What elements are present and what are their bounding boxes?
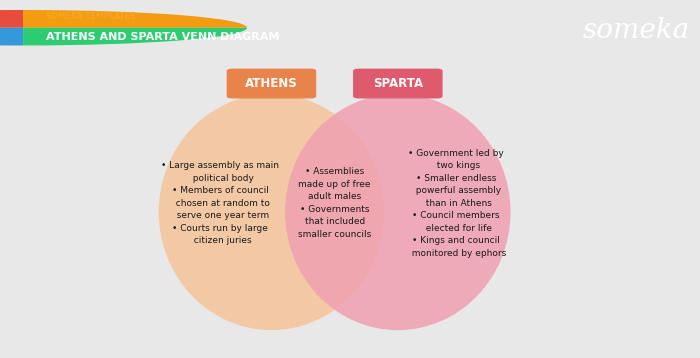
Wedge shape (23, 10, 247, 28)
Wedge shape (0, 10, 23, 28)
Wedge shape (23, 28, 247, 45)
Text: SPARTA: SPARTA (373, 77, 423, 90)
Ellipse shape (159, 94, 384, 330)
Text: • Government led by
  two kings
• Smaller endless
  powerful assembly
  than in : • Government led by two kings • Smaller … (406, 149, 506, 258)
Wedge shape (0, 28, 23, 45)
Text: ATHENS AND SPARTA VENN DIAGRAM: ATHENS AND SPARTA VENN DIAGRAM (46, 32, 279, 42)
FancyBboxPatch shape (227, 69, 316, 98)
Text: SOMEKA TEMPLATES: SOMEKA TEMPLATES (46, 12, 135, 21)
Text: someka: someka (582, 17, 690, 44)
Ellipse shape (285, 94, 510, 330)
Text: • Large assembly as main
  political body
• Members of council
  chosen at rando: • Large assembly as main political body … (161, 161, 279, 245)
Text: ATHENS: ATHENS (245, 77, 298, 90)
Text: • Assemblies
made up of free
adult males
• Governments
that included
smaller cou: • Assemblies made up of free adult males… (298, 168, 371, 239)
FancyBboxPatch shape (353, 69, 442, 98)
